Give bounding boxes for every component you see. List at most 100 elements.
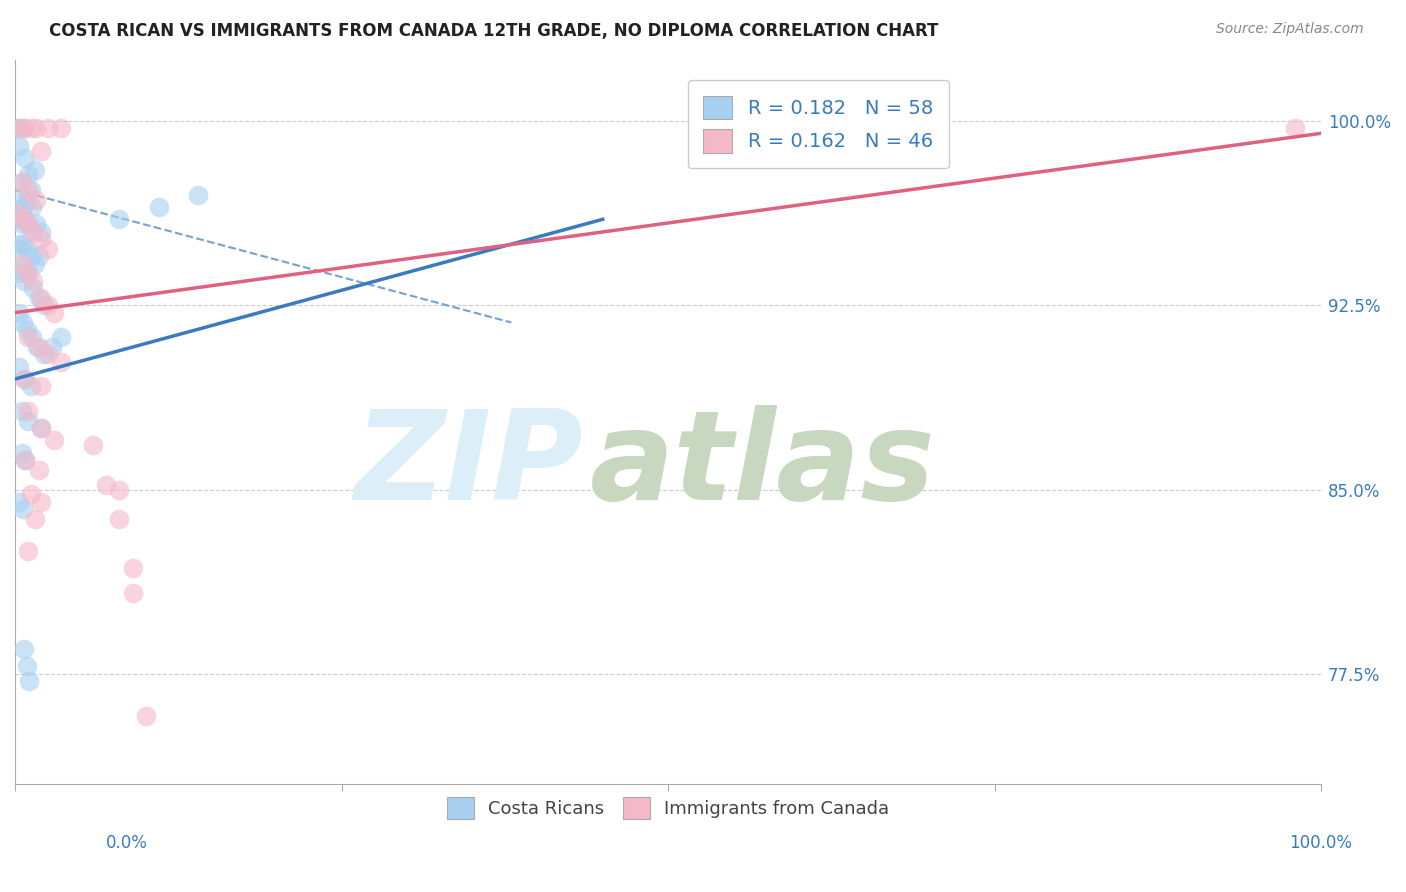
Point bbox=[49, 355, 72, 369]
Point bbox=[17, 330, 39, 344]
Point bbox=[37, 121, 59, 136]
Point bbox=[7, 261, 30, 276]
Point bbox=[7, 121, 30, 136]
Point bbox=[30, 421, 52, 435]
Point bbox=[13, 642, 35, 657]
Point bbox=[30, 379, 52, 393]
Point bbox=[11, 316, 34, 330]
Point bbox=[49, 121, 72, 136]
Point bbox=[37, 298, 59, 312]
Text: atlas: atlas bbox=[589, 405, 935, 526]
Text: COSTA RICAN VS IMMIGRANTS FROM CANADA 12TH GRADE, NO DIPLOMA CORRELATION CHART: COSTA RICAN VS IMMIGRANTS FROM CANADA 12… bbox=[49, 22, 939, 40]
Point bbox=[14, 372, 37, 386]
Point bbox=[7, 193, 30, 207]
Point bbox=[8, 242, 31, 256]
Point bbox=[18, 674, 41, 689]
Point bbox=[13, 274, 35, 288]
Point bbox=[22, 281, 45, 295]
Point bbox=[20, 379, 42, 393]
Point bbox=[10, 217, 32, 231]
Point bbox=[7, 306, 30, 320]
Point bbox=[21, 200, 44, 214]
Point bbox=[22, 225, 45, 239]
Point bbox=[17, 183, 39, 197]
Point bbox=[32, 347, 55, 361]
Point bbox=[148, 200, 170, 214]
Point bbox=[13, 212, 35, 227]
Point bbox=[15, 266, 38, 280]
Point bbox=[32, 298, 55, 312]
Point bbox=[20, 121, 42, 136]
Point bbox=[27, 463, 49, 477]
Point bbox=[24, 512, 46, 526]
Point bbox=[17, 404, 39, 418]
Point bbox=[8, 266, 31, 280]
Point bbox=[21, 225, 44, 239]
Point bbox=[30, 291, 52, 305]
Point bbox=[11, 236, 34, 251]
Point bbox=[17, 544, 39, 558]
Point bbox=[7, 138, 30, 153]
Point bbox=[15, 659, 38, 673]
Point bbox=[20, 183, 42, 197]
Point bbox=[44, 306, 66, 320]
Point bbox=[30, 232, 52, 246]
Point bbox=[11, 121, 34, 136]
Point bbox=[20, 487, 42, 501]
Point bbox=[30, 421, 52, 435]
Point bbox=[17, 217, 39, 231]
Point bbox=[15, 323, 38, 337]
Point bbox=[14, 151, 37, 165]
Point bbox=[135, 708, 157, 723]
Point bbox=[13, 212, 35, 227]
Point bbox=[17, 217, 39, 231]
Point bbox=[108, 483, 131, 497]
Point bbox=[27, 291, 49, 305]
Point bbox=[10, 176, 32, 190]
Point bbox=[27, 340, 49, 354]
Point bbox=[121, 561, 143, 575]
Point bbox=[25, 121, 48, 136]
Point bbox=[11, 502, 34, 516]
Point bbox=[22, 274, 45, 288]
Point bbox=[11, 200, 34, 214]
Point bbox=[21, 330, 44, 344]
Point bbox=[17, 266, 39, 280]
Point bbox=[30, 144, 52, 158]
Point bbox=[7, 359, 30, 374]
Point bbox=[37, 242, 59, 256]
Point bbox=[27, 249, 49, 263]
Point bbox=[24, 256, 46, 270]
Point bbox=[25, 340, 48, 354]
Point bbox=[17, 414, 39, 428]
Point bbox=[14, 453, 37, 467]
Text: ZIP: ZIP bbox=[354, 405, 583, 526]
Point bbox=[96, 477, 118, 491]
Point bbox=[187, 187, 209, 202]
Point bbox=[7, 495, 30, 509]
Point bbox=[82, 438, 104, 452]
Point bbox=[108, 512, 131, 526]
Point bbox=[49, 330, 72, 344]
Point bbox=[10, 176, 32, 190]
Point bbox=[8, 121, 31, 136]
Point bbox=[44, 434, 66, 448]
Point bbox=[10, 256, 32, 270]
Point bbox=[30, 225, 52, 239]
Point bbox=[15, 242, 38, 256]
Point bbox=[17, 168, 39, 182]
Point bbox=[37, 347, 59, 361]
Point bbox=[24, 163, 46, 178]
Point bbox=[7, 212, 30, 227]
Point bbox=[7, 207, 30, 221]
Point bbox=[108, 212, 131, 227]
Point bbox=[14, 453, 37, 467]
Point bbox=[13, 372, 35, 386]
Point bbox=[41, 340, 63, 354]
Point bbox=[13, 121, 35, 136]
Point bbox=[10, 404, 32, 418]
Point bbox=[7, 121, 30, 136]
Legend: Costa Ricans, Immigrants from Canada: Costa Ricans, Immigrants from Canada bbox=[440, 789, 897, 826]
Point bbox=[30, 495, 52, 509]
Text: 0.0%: 0.0% bbox=[105, 834, 148, 852]
